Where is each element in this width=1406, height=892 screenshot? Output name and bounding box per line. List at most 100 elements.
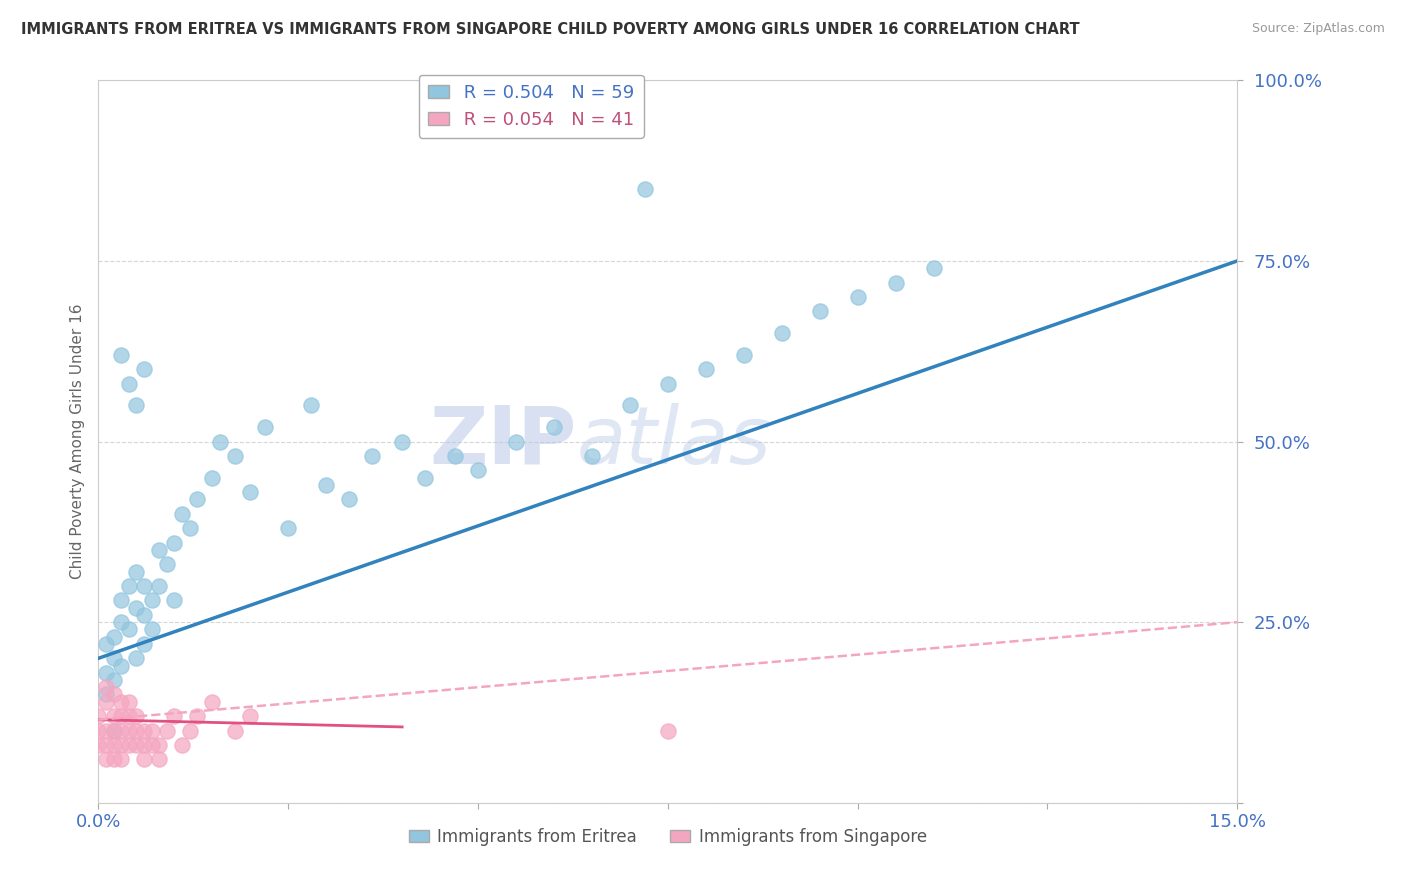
Point (118, 738, 141, 752)
Point (170, 507, 193, 521)
Point (808, 304, 831, 318)
Point (110, 593, 132, 607)
Point (186, 492, 208, 507)
Point (884, 276, 907, 290)
Point (132, 362, 155, 376)
Point (156, 558, 179, 572)
Point (103, 723, 125, 738)
Point (846, 290, 869, 304)
Point (94, 738, 117, 752)
Point (170, 738, 193, 752)
Point (186, 709, 208, 723)
Point (922, 261, 945, 276)
Point (103, 738, 125, 752)
Point (141, 623, 163, 637)
Point (208, 434, 231, 449)
Point (413, 470, 436, 484)
Point (132, 752, 155, 766)
Point (110, 615, 132, 630)
Point (224, 723, 246, 738)
Point (132, 723, 155, 738)
Point (239, 485, 262, 500)
Point (315, 478, 337, 492)
Point (125, 651, 148, 665)
Point (87, 738, 110, 752)
Point (110, 695, 132, 709)
Point (118, 695, 141, 709)
Point (148, 752, 170, 766)
Point (94, 637, 117, 651)
Point (148, 579, 170, 593)
Point (103, 709, 125, 723)
Point (94, 695, 117, 709)
Legend: Immigrants from Eritrea, Immigrants from Singapore: Immigrants from Eritrea, Immigrants from… (402, 821, 934, 852)
Point (87, 723, 110, 738)
Point (132, 579, 155, 593)
Point (543, 420, 565, 434)
Point (148, 738, 170, 752)
Point (118, 376, 141, 391)
Point (156, 723, 179, 738)
Point (201, 695, 224, 709)
Point (125, 738, 148, 752)
Point (337, 492, 360, 507)
Point (634, 182, 657, 196)
Text: Source: ZipAtlas.com: Source: ZipAtlas.com (1251, 22, 1385, 36)
Point (179, 723, 201, 738)
Point (94, 665, 117, 680)
Point (619, 398, 641, 412)
Point (132, 637, 155, 651)
Point (141, 723, 163, 738)
Point (505, 434, 527, 449)
Point (103, 723, 125, 738)
Point (94, 687, 117, 701)
Point (94, 752, 117, 766)
Point (110, 709, 132, 723)
Point (770, 326, 793, 340)
Point (224, 449, 246, 463)
Point (103, 752, 125, 766)
Point (125, 723, 148, 738)
Point (125, 398, 148, 412)
Point (360, 449, 382, 463)
Point (118, 623, 141, 637)
Point (132, 607, 155, 622)
Point (110, 738, 132, 752)
Y-axis label: Child Poverty Among Girls Under 16: Child Poverty Among Girls Under 16 (69, 304, 84, 579)
Point (103, 687, 125, 701)
Point (118, 709, 141, 723)
Point (163, 709, 186, 723)
Point (299, 398, 322, 412)
Text: IMMIGRANTS FROM ERITREA VS IMMIGRANTS FROM SINGAPORE CHILD POVERTY AMONG GIRLS U: IMMIGRANTS FROM ERITREA VS IMMIGRANTS FR… (21, 22, 1080, 37)
Point (125, 600, 148, 615)
Point (163, 535, 186, 549)
Point (103, 651, 125, 665)
Point (118, 579, 141, 593)
Point (103, 630, 125, 644)
Point (239, 709, 262, 723)
Point (467, 463, 489, 477)
Point (94, 723, 117, 738)
Point (141, 593, 163, 607)
Point (277, 521, 299, 535)
Point (103, 673, 125, 687)
Text: ZIP: ZIP (429, 402, 576, 481)
Point (125, 709, 148, 723)
Point (657, 723, 679, 738)
Point (444, 449, 467, 463)
Point (110, 752, 132, 766)
Point (201, 470, 224, 484)
Point (118, 723, 141, 738)
Point (581, 449, 603, 463)
Point (254, 420, 277, 434)
Point (87, 709, 110, 723)
Point (94, 680, 117, 694)
Point (110, 723, 132, 738)
Point (110, 658, 132, 673)
Point (163, 593, 186, 607)
Point (695, 362, 717, 376)
Point (141, 738, 163, 752)
Point (179, 521, 201, 535)
Point (132, 738, 155, 752)
Point (391, 434, 413, 449)
